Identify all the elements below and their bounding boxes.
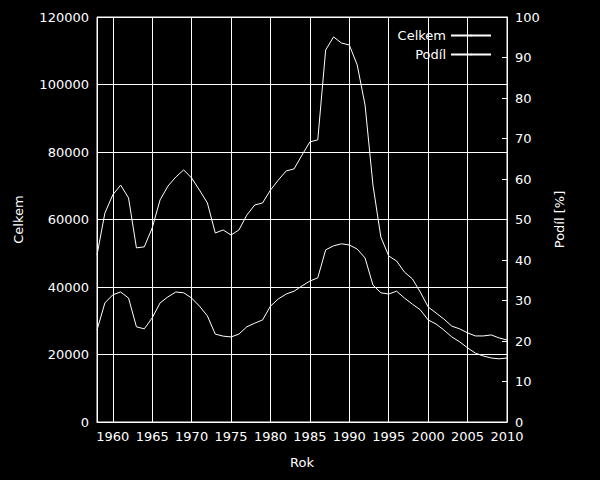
svg-text:1980: 1980 <box>254 429 287 444</box>
svg-text:120000: 120000 <box>39 10 89 25</box>
svg-text:40: 40 <box>515 253 532 268</box>
svg-text:Celkem: Celkem <box>398 28 446 43</box>
svg-text:20: 20 <box>515 334 532 349</box>
svg-text:Celkem: Celkem <box>11 195 26 243</box>
svg-text:80: 80 <box>515 91 532 106</box>
svg-text:0: 0 <box>81 415 89 430</box>
svg-text:Podíl [%]: Podíl [%] <box>552 191 567 248</box>
svg-text:70: 70 <box>515 131 532 146</box>
svg-text:0: 0 <box>515 415 523 430</box>
svg-text:30: 30 <box>515 293 532 308</box>
svg-text:80000: 80000 <box>48 145 89 160</box>
svg-text:Rok: Rok <box>290 455 314 470</box>
svg-text:40000: 40000 <box>48 280 89 295</box>
svg-text:2000: 2000 <box>412 429 445 444</box>
svg-text:20000: 20000 <box>48 347 89 362</box>
svg-text:1990: 1990 <box>333 429 366 444</box>
svg-text:1985: 1985 <box>293 429 326 444</box>
svg-text:1970: 1970 <box>175 429 208 444</box>
svg-text:60000: 60000 <box>48 212 89 227</box>
svg-text:60: 60 <box>515 172 532 187</box>
svg-text:1965: 1965 <box>136 429 169 444</box>
svg-text:1960: 1960 <box>96 429 129 444</box>
svg-text:2010: 2010 <box>490 429 523 444</box>
svg-text:100: 100 <box>515 10 540 25</box>
svg-text:2005: 2005 <box>451 429 484 444</box>
svg-text:10: 10 <box>515 374 532 389</box>
svg-text:Podíl: Podíl <box>415 47 446 62</box>
svg-text:1995: 1995 <box>372 429 405 444</box>
svg-text:50: 50 <box>515 212 532 227</box>
svg-text:90: 90 <box>515 50 532 65</box>
svg-text:1975: 1975 <box>214 429 247 444</box>
svg-text:100000: 100000 <box>39 77 89 92</box>
